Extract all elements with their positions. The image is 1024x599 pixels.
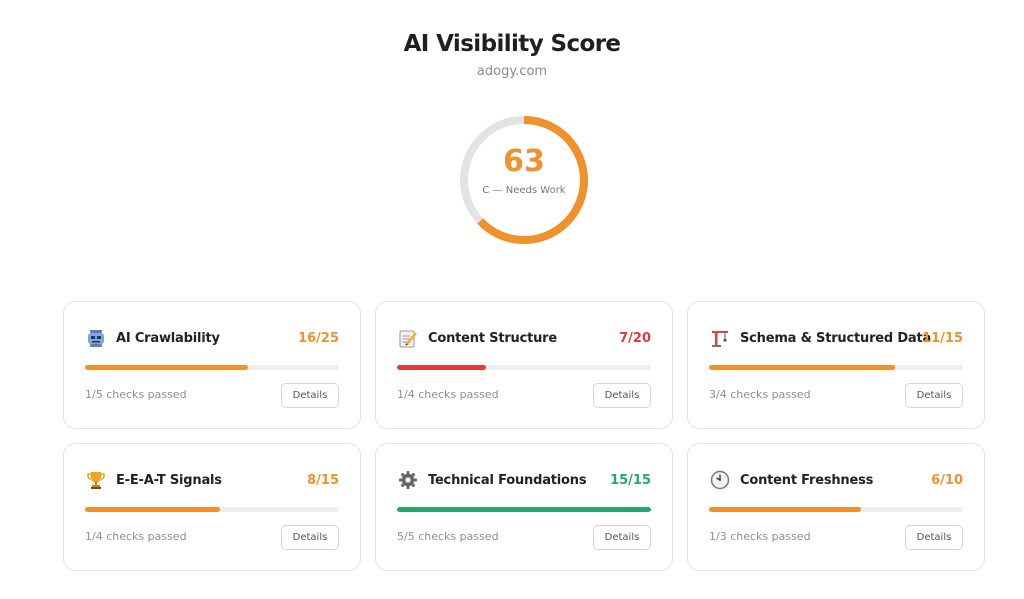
checks-passed: 3/4 checks passed: [709, 388, 811, 401]
progress-bar: [85, 365, 339, 370]
progress-fill: [85, 365, 248, 370]
progress-bar: [709, 365, 963, 370]
progress-fill: [397, 507, 651, 512]
progress-fill: [709, 507, 862, 512]
details-button[interactable]: Details: [593, 525, 651, 550]
trophy-icon: [86, 470, 106, 490]
stopwatch-icon: [710, 470, 730, 490]
progress-bar: [85, 507, 339, 512]
progress-fill: [85, 507, 221, 512]
details-button[interactable]: Details: [593, 383, 651, 408]
category-card-technical-foundations: Technical Foundations 15/15 5/5 checks p…: [375, 443, 673, 571]
details-button[interactable]: Details: [281, 383, 339, 408]
details-button[interactable]: Details: [905, 525, 963, 550]
details-button[interactable]: Details: [905, 383, 963, 408]
category-card-schema: Schema & Structured Data 11/15 3/4 check…: [687, 301, 985, 429]
category-name: AI Crawlability: [116, 331, 220, 346]
checks-passed: 1/5 checks passed: [85, 388, 187, 401]
page-title: AI Visibility Score: [403, 31, 621, 57]
category-name: Technical Foundations: [428, 473, 587, 488]
category-score: 6/10: [931, 473, 963, 488]
progress-fill: [397, 365, 486, 370]
category-score: 7/20: [619, 331, 651, 346]
score-ring: [460, 116, 588, 244]
gear-icon: [398, 470, 418, 490]
memo-icon: [398, 328, 418, 348]
category-score: 15/15: [610, 473, 651, 488]
robot-icon: [86, 328, 106, 348]
category-score: 16/25: [298, 331, 339, 346]
category-card-eeat-signals: E-E-A-T Signals 8/15 1/4 checks passed D…: [63, 443, 361, 571]
category-name: Schema & Structured Data: [740, 331, 932, 346]
category-card-content-structure: Content Structure 7/20 1/4 checks passed…: [375, 301, 673, 429]
overall-grade: C — Needs Work: [482, 185, 566, 196]
category-card-content-freshness: Content Freshness 6/10 1/3 checks passed…: [687, 443, 985, 571]
category-name: Content Freshness: [740, 473, 874, 488]
category-card-ai-crawlability: AI Crawlability 16/25 1/5 checks passed …: [63, 301, 361, 429]
score-gauge: 63 C — Needs Work: [458, 114, 590, 246]
site-domain: adogy.com: [476, 64, 548, 79]
progress-bar: [397, 507, 651, 512]
category-score: 8/15: [307, 473, 339, 488]
category-name: Content Structure: [428, 331, 557, 346]
construction-crane-icon: [710, 328, 730, 348]
category-name: E-E-A-T Signals: [116, 473, 222, 488]
checks-passed: 5/5 checks passed: [397, 530, 499, 543]
progress-bar: [709, 507, 963, 512]
score-ring-fill: [460, 116, 588, 244]
category-score: 11/15: [922, 331, 963, 346]
progress-fill: [709, 365, 896, 370]
overall-score: 63: [503, 144, 545, 179]
checks-passed: 1/4 checks passed: [397, 388, 499, 401]
progress-bar: [397, 365, 651, 370]
details-button[interactable]: Details: [281, 525, 339, 550]
checks-passed: 1/3 checks passed: [709, 530, 811, 543]
checks-passed: 1/4 checks passed: [85, 530, 187, 543]
